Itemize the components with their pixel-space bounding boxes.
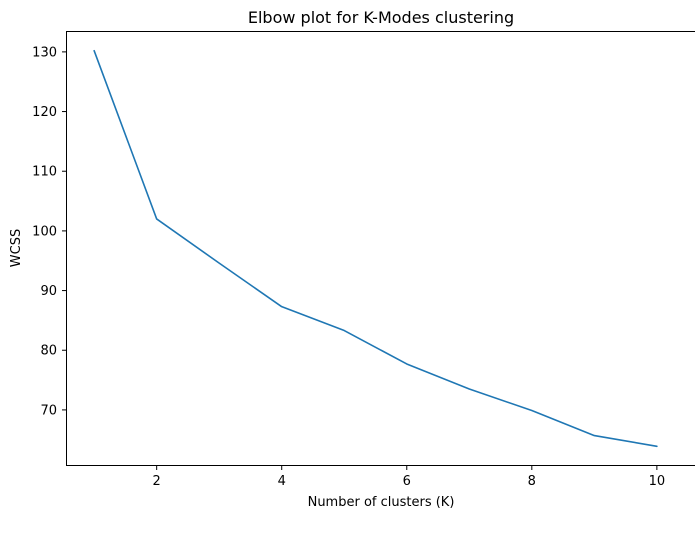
series-line bbox=[93, 49, 658, 448]
x-axis-label: Number of clusters (K) bbox=[308, 495, 455, 510]
y-axis-label: WCSS bbox=[9, 229, 24, 267]
y-axis-ticks: 70 80 90 100 110 120 130 bbox=[32, 45, 66, 418]
y-tick-label: 110 bbox=[32, 165, 57, 180]
plot-frame bbox=[66, 31, 695, 466]
series-group bbox=[93, 49, 658, 448]
x-tick-label: 6 bbox=[403, 474, 411, 489]
y-tick-label: 90 bbox=[40, 284, 57, 299]
y-tick-label: 70 bbox=[40, 403, 57, 418]
y-tick-label: 130 bbox=[32, 45, 57, 60]
y-tick-label: 100 bbox=[32, 224, 57, 239]
chart-title: Elbow plot for K-Modes clustering bbox=[248, 8, 514, 27]
y-tick-label: 120 bbox=[32, 105, 57, 120]
y-tick-label: 80 bbox=[40, 344, 57, 359]
x-axis-ticks: 2 4 6 8 10 bbox=[153, 466, 666, 489]
x-tick-label: 8 bbox=[528, 474, 536, 489]
x-tick-label: 4 bbox=[278, 474, 286, 489]
x-tick-label: 10 bbox=[649, 474, 666, 489]
x-tick-label: 2 bbox=[153, 474, 161, 489]
